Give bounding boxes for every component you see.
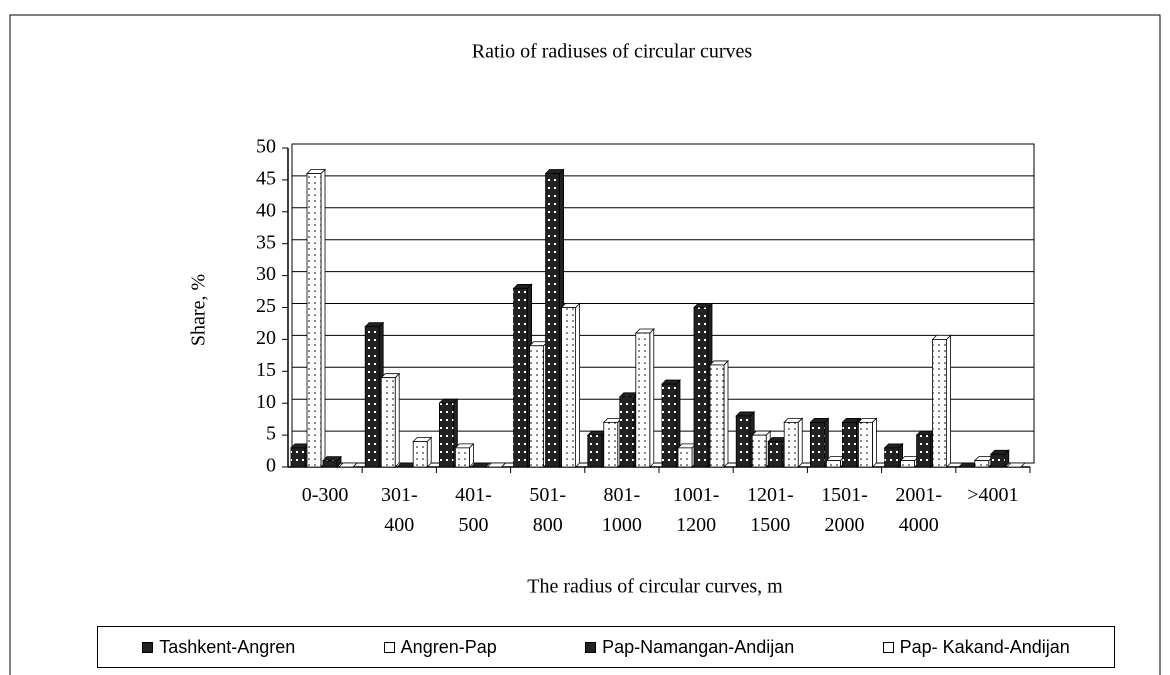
bar: [290, 447, 306, 468]
bar: [767, 441, 783, 468]
chart-title: Ratio of radiuses of circular curves: [472, 41, 753, 63]
bar: [783, 421, 799, 468]
bar: [974, 460, 990, 468]
legend: Tashkent-Angren Angren-Pap Pap-Namangan-An…: [97, 626, 1115, 668]
x-tick-label: 501-800: [529, 484, 567, 536]
bar: [858, 421, 873, 468]
bar: [306, 173, 322, 468]
y-tick-label: 45: [256, 167, 276, 189]
x-tick-label: 0-300: [301, 484, 349, 506]
bar: [545, 173, 560, 468]
y-tick-label: 15: [256, 359, 276, 381]
bar: [751, 434, 767, 468]
y-tick-label: 35: [256, 231, 276, 253]
bar: [810, 421, 825, 468]
bar-side: [723, 359, 729, 468]
bar: [900, 460, 915, 468]
bar: [990, 453, 1006, 468]
bar: [454, 447, 470, 468]
bar-side: [649, 328, 655, 468]
bar: [322, 460, 338, 468]
bar: [916, 434, 931, 468]
bar: [438, 402, 454, 468]
frame: [9, 14, 1161, 675]
legend-swatch: [142, 641, 154, 653]
bar: [529, 345, 544, 468]
legend-swatch: [882, 641, 894, 653]
x-tick-label: 401-500: [455, 484, 492, 536]
bar-top: [1005, 462, 1026, 468]
bar: [884, 447, 899, 468]
bar-side: [797, 417, 803, 468]
y-tick-label: 10: [256, 391, 276, 413]
x-tick-label: 801-1000: [601, 484, 642, 536]
bar: [619, 396, 635, 468]
x-tick-label: 2001-4000: [895, 484, 943, 536]
bar: [380, 377, 396, 468]
bar: [932, 338, 947, 468]
bar-top: [338, 462, 358, 468]
legend-swatch: [585, 641, 597, 653]
bar-side: [426, 436, 432, 468]
y-tick-label: 5: [266, 423, 276, 445]
bar: [364, 326, 380, 468]
bar: [513, 287, 528, 468]
legend-item: Pap- Kakand-Andijan: [882, 636, 1070, 658]
y-tick-label: 30: [256, 263, 276, 285]
x-tick-label: 1001-1200: [672, 484, 720, 536]
x-tick-label: 1501-2000: [821, 484, 868, 536]
bar: [587, 434, 603, 468]
y-tick-label: 20: [256, 327, 276, 349]
bar-top: [470, 462, 491, 468]
bar-side: [946, 334, 951, 468]
y-tick-label: 0: [266, 455, 276, 477]
bar: [826, 460, 841, 468]
bar: [709, 364, 725, 468]
legend-item: Pap-Namangan-Andijan: [585, 637, 794, 658]
legend-label: Angren-Pap: [400, 636, 497, 657]
bar-side: [872, 417, 877, 468]
legend-item: Tashkent-Angren: [142, 637, 295, 658]
x-tick-label: 1201-1500: [746, 484, 794, 536]
y-tick-label: 40: [256, 199, 276, 221]
y-axis-label: Share, %: [188, 274, 210, 346]
x-tick-label: >4001: [967, 484, 1019, 506]
y-tick-label: 25: [256, 295, 276, 317]
legend-swatch: [383, 641, 395, 653]
x-tick-label: 301-400: [380, 484, 418, 536]
bar: [561, 307, 576, 468]
legend-label: Pap- Kakand-Andijan: [899, 636, 1070, 657]
bar-side: [394, 372, 400, 468]
legend-label: Pap-Namangan-Andijan: [602, 636, 795, 657]
bar-side: [575, 302, 580, 468]
bar-top: [486, 462, 507, 468]
bar: [693, 307, 709, 468]
bar: [735, 415, 751, 468]
bar: [842, 421, 857, 468]
y-tick-label: 50: [256, 136, 276, 158]
x-axis-label: The radius of circular curves, m: [527, 576, 783, 598]
bar: [603, 421, 619, 468]
bar: [412, 441, 428, 468]
legend-label: Tashkent-Angren: [159, 636, 296, 657]
bar: [635, 332, 651, 468]
bar-side: [320, 168, 326, 468]
bar: [661, 383, 677, 468]
bar: [677, 447, 693, 468]
legend-item: Angren-Pap: [383, 636, 497, 658]
